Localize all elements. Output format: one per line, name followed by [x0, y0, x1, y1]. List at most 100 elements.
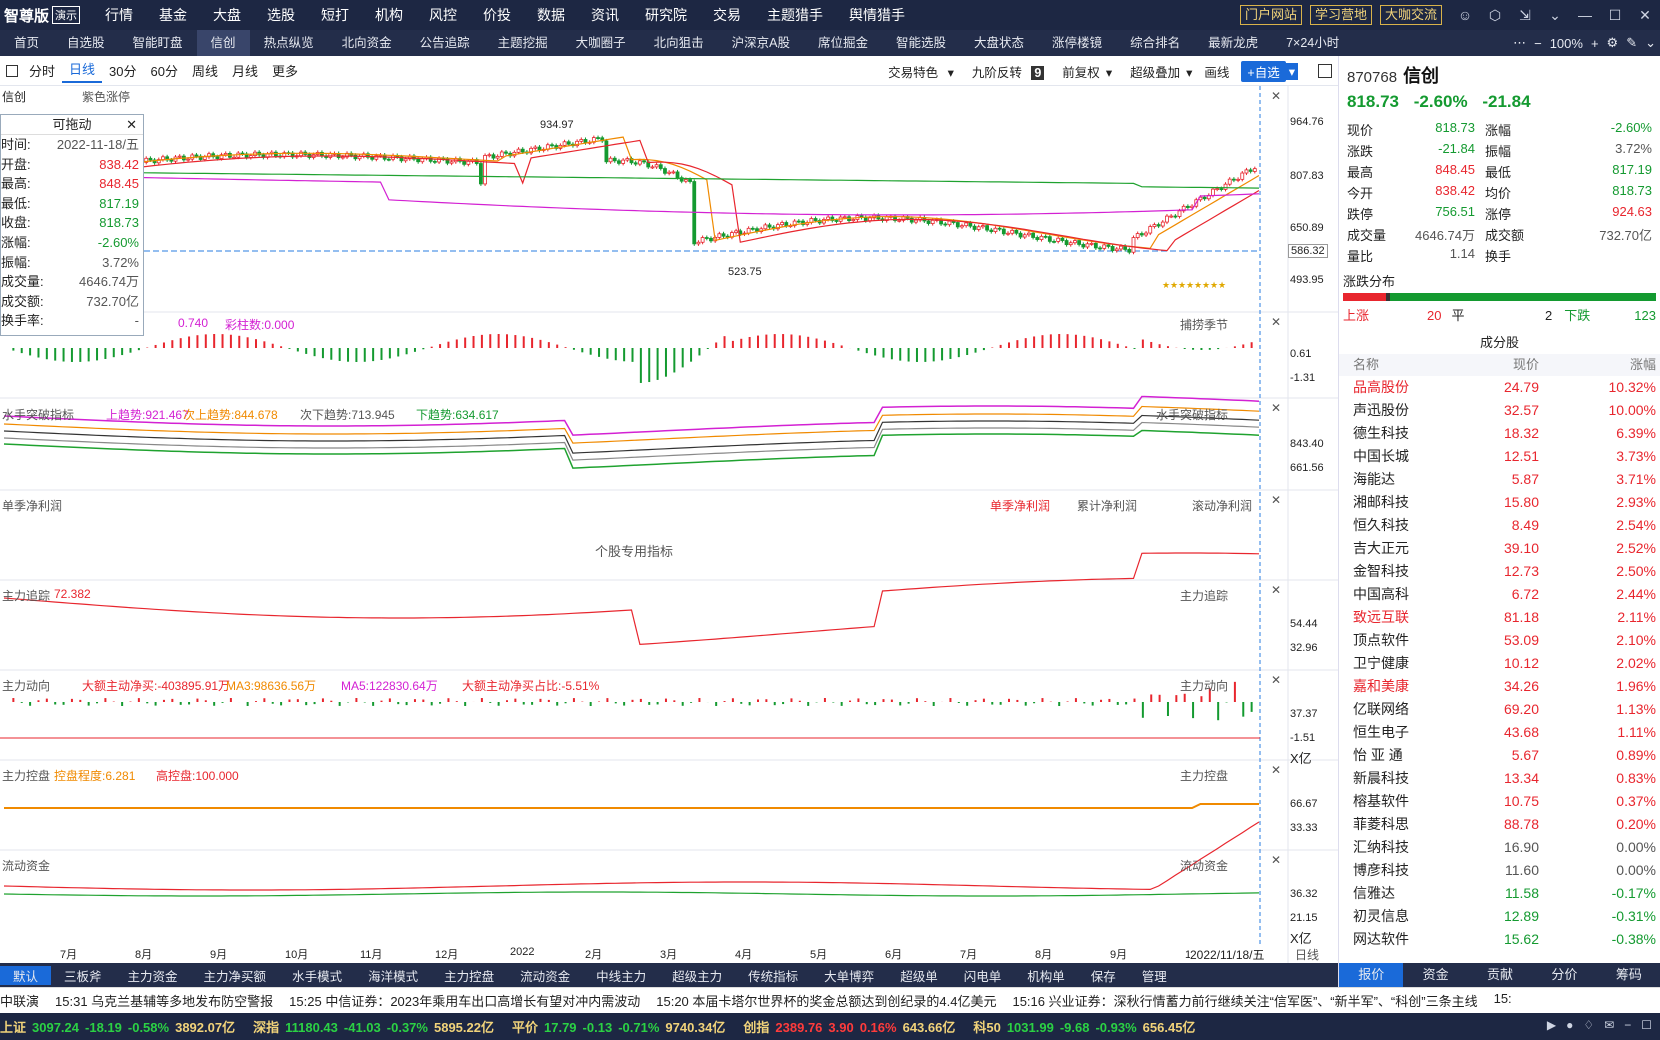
stock-row[interactable]: 初灵信息 12.89 -0.31% [1339, 905, 1660, 928]
nine-reversal-button[interactable]: 九阶反转 9 [966, 62, 1045, 81]
info-popup[interactable]: 可拖动 ✕ 时间: 2022-11-18/五 开盘: 838.42 最高: 848.45 最低… [0, 114, 144, 336]
index-item[interactable]: 创指 2389.76 3.90 0.16% 643.66亿 [743, 1017, 955, 1036]
zoom-out-icon[interactable]: − [1534, 35, 1542, 51]
tab-item[interactable]: 涨停楼镜 [1052, 36, 1103, 50]
news-item[interactable]: 15:20 本届卡塔尔世界杯的奖金总额达到创纪录的4.4亿美元 [656, 994, 997, 1009]
stock-row[interactable]: 怡 亚 通 5.67 0.89% [1339, 744, 1660, 767]
panel-toggle-icon[interactable] [1318, 64, 1332, 78]
indicator-tab[interactable]: 保存 [1090, 969, 1116, 984]
expand-icon[interactable]: ☐ [1641, 1018, 1652, 1032]
minimize-icon[interactable]: − [1624, 1018, 1632, 1032]
adjust-dropdown[interactable]: 前复权 ▾ [1062, 65, 1113, 80]
quote-tab[interactable]: 筹码 [1615, 967, 1642, 982]
news-item[interactable]: 15:25 中信证券：2023年乘用车出口高增长有望对冲内需波动 [289, 994, 641, 1009]
menu-item[interactable]: 主题猎手 [767, 7, 823, 23]
tab-item[interactable]: 北向资金 [341, 36, 392, 50]
tab-item[interactable]: 北向狙击 [653, 36, 704, 50]
indicator-tab[interactable]: 传统指标 [748, 969, 799, 984]
chart-area[interactable]: ★ ★ ★ ★ ★ ★ ★ ★ ✕ ✕ ✕ ✕ ✕ ✕ ✕ ✕ [0, 86, 1338, 970]
period-tab[interactable]: 30分 [109, 64, 137, 79]
stock-row[interactable]: 信雅达 11.58 -0.17% [1339, 882, 1660, 905]
stock-row[interactable]: 网达软件 15.62 -0.38% [1339, 928, 1660, 951]
menu-item[interactable]: 资讯 [591, 7, 619, 23]
indicator-tab[interactable]: 管理 [1141, 969, 1167, 984]
indicator-tab[interactable]: 超级单 [900, 969, 938, 984]
indicator-tab[interactable]: 超级主力 [672, 969, 723, 984]
menu-item[interactable]: 短打 [321, 7, 349, 23]
close-icon[interactable]: ✕ [1271, 853, 1281, 867]
stock-row[interactable]: 博彦科技 11.60 0.00% [1339, 859, 1660, 882]
period-tab[interactable]: 周线 [191, 64, 218, 79]
chat-icon[interactable]: ✉ [1604, 1018, 1615, 1032]
stock-row[interactable]: 榕基软件 10.75 0.37% [1339, 790, 1660, 813]
menu-item[interactable]: 数据 [537, 7, 565, 23]
stock-row[interactable]: 海能达 5.87 3.71% [1339, 468, 1660, 491]
menu-item[interactable]: 舆情猎手 [849, 7, 905, 23]
tab-item[interactable]: 智能选股 [896, 36, 947, 50]
stock-row[interactable]: 亿联网络 69.20 1.13% [1339, 698, 1660, 721]
settings-icon[interactable]: ⬡ [1488, 6, 1502, 23]
menu-item[interactable]: 选股 [267, 7, 295, 23]
minimize-icon[interactable]: — [1578, 7, 1592, 23]
indicator-tab[interactable]: 机构单 [1027, 969, 1065, 984]
quote-tab[interactable]: 贡献 [1487, 967, 1514, 982]
chevron-down-icon[interactable]: ⌄ [1549, 6, 1561, 23]
quote-tab[interactable]: 报价 [1339, 963, 1404, 987]
learning-link[interactable]: 学习营地 [1309, 5, 1372, 25]
menu-item[interactable]: 大盘 [213, 7, 241, 23]
period-tab[interactable]: 月线 [231, 64, 258, 79]
stock-row[interactable]: 声迅股份 32.57 10.00% [1339, 399, 1660, 422]
tab-item[interactable]: 公告追踪 [419, 36, 470, 50]
stock-row[interactable]: 菲菱科思 88.78 0.20% [1339, 813, 1660, 836]
tab-item[interactable]: 大咖圈子 [575, 36, 626, 50]
index-item[interactable]: 深指 11180.43 -41.03 -0.37% 5895.22亿 [253, 1017, 494, 1036]
stock-row[interactable]: 恒久科技 8.49 2.54% [1339, 514, 1660, 537]
tab-item[interactable]: 7×24小时 [1286, 36, 1340, 50]
indicator-tab[interactable]: 海洋模式 [368, 969, 419, 984]
expert-link[interactable]: 大咖交流 [1379, 5, 1442, 25]
skin-icon[interactable]: ⚙ [1606, 35, 1619, 50]
sidebar-toggle-icon[interactable] [6, 64, 18, 77]
stock-row[interactable]: 恒生电子 43.68 1.11% [1339, 721, 1660, 744]
shrink-icon[interactable]: ⇲ [1519, 6, 1531, 23]
menu-item[interactable]: 行情 [105, 7, 133, 23]
edit-icon[interactable]: ✎ [1626, 35, 1638, 50]
stock-row[interactable]: 吉大正元 39.10 2.52% [1339, 537, 1660, 560]
tab-item[interactable]: 主题挖掘 [497, 36, 548, 50]
period-tab[interactable]: 日线 [62, 59, 103, 83]
tab-item[interactable]: 自选股 [67, 36, 105, 50]
add-favorite-button[interactable]: +自选 [1241, 60, 1286, 82]
tab-item[interactable]: 大盘状态 [974, 36, 1025, 50]
period-tab[interactable]: 更多 [272, 64, 299, 79]
stock-row[interactable]: 顶点软件 53.09 2.10% [1339, 629, 1660, 652]
tab-item[interactable]: 最新龙虎 [1208, 36, 1259, 50]
chevron-down-icon[interactable]: ⌄ [1645, 35, 1656, 50]
draw-line-button[interactable]: 画线 [1204, 65, 1230, 80]
tab-item[interactable]: 热点纵览 [263, 36, 314, 50]
close-icon[interactable]: ✕ [1271, 89, 1281, 103]
tab-item[interactable]: 智能盯盘 [132, 36, 183, 50]
tab-item[interactable]: 信创 [196, 30, 250, 56]
menu-item[interactable]: 基金 [159, 7, 187, 23]
quote-tab[interactable]: 分价 [1551, 967, 1578, 982]
news-item[interactable]: 15: [1493, 991, 1512, 1006]
maximize-icon[interactable]: ☐ [1608, 6, 1622, 23]
close-icon[interactable]: ✕ [1271, 673, 1281, 687]
indicator-tab[interactable]: 主力资金 [127, 969, 178, 984]
bell-icon[interactable]: ♢ [1583, 1018, 1595, 1032]
indicator-tab[interactable]: 默认 [0, 965, 52, 985]
indicator-tab[interactable]: 水手模式 [292, 969, 343, 984]
tab-item[interactable]: 席位掘金 [818, 36, 869, 50]
tab-item[interactable]: 综合排名 [1130, 36, 1181, 50]
close-icon[interactable]: ✕ [1271, 583, 1281, 597]
menu-item[interactable]: 风控 [429, 7, 457, 23]
trade-feature-dropdown[interactable]: 交易特色 ▾ [888, 65, 954, 80]
stock-row[interactable]: 品高股份 24.79 10.32% [1339, 376, 1660, 399]
indicator-tab[interactable]: 主力净买额 [203, 969, 267, 984]
stock-row[interactable]: 中国高科 6.72 2.44% [1339, 583, 1660, 606]
indicator-tab[interactable]: 中线主力 [596, 969, 647, 984]
menu-item[interactable]: 研究院 [645, 7, 687, 23]
menu-item[interactable]: 交易 [713, 7, 741, 23]
stock-row[interactable]: 卫宁健康 10.12 2.02% [1339, 652, 1660, 675]
index-item[interactable]: 上证 3097.24 -18.19 -0.58% 3892.07亿 [0, 1017, 235, 1036]
